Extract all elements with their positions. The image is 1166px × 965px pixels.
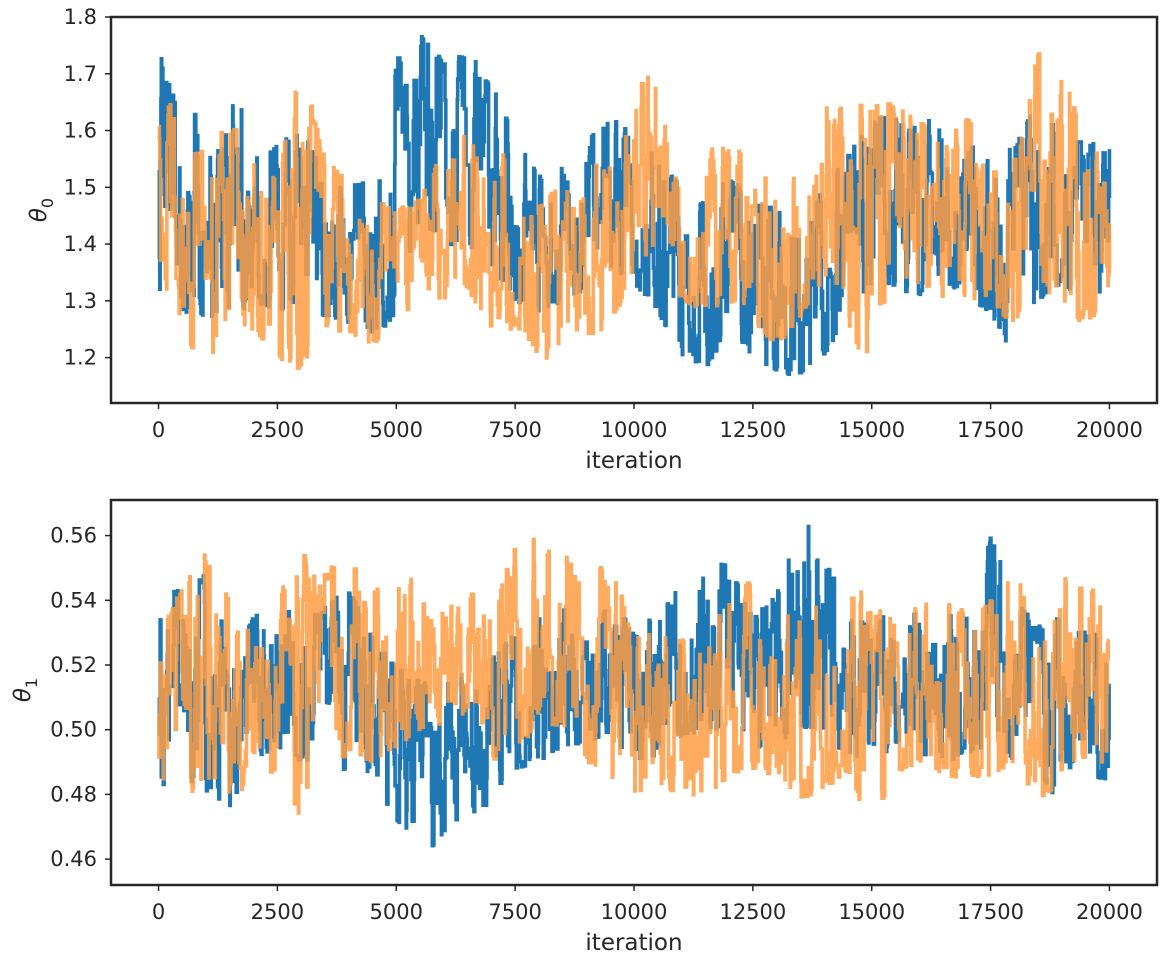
x-tick-label: 20000 [1076,900,1143,924]
x-axis-label-theta1: iteration [585,930,682,956]
x-axis-theta1: 0 2500 5000 7500 10000 12500 15000 17500 20000 [152,885,1143,924]
y-tick-label: 1.8 [64,5,97,29]
y-tick-label: 0.56 [50,524,97,548]
y-axis-theta1: 0.46 0.48 0.50 0.52 0.54 0.56 [50,524,111,871]
x-tick-label: 10000 [601,418,668,442]
x-tick-label: 2500 [251,900,304,924]
y-tick-label: 1.3 [64,289,97,313]
y-axis-label-symbol-theta0: θ [26,208,52,222]
x-tick-label: 17500 [957,418,1024,442]
y-axis-label-theta1: θ1 [10,678,41,702]
y-tick-label: 0.48 [50,782,97,806]
x-tick-label: 5000 [370,418,423,442]
y-tick-label: 0.50 [50,718,97,742]
x-tick-label: 17500 [957,900,1024,924]
x-tick-label: 15000 [838,900,905,924]
y-axis-label-subscript-theta0: 0 [38,198,57,208]
y-tick-label: 1.6 [64,119,97,143]
y-tick-label: 1.2 [64,346,97,370]
y-tick-label: 0.46 [50,847,97,871]
x-tick-label: 20000 [1076,418,1143,442]
y-tick-label: 0.54 [50,588,97,612]
series-trace-2 [157,537,1111,815]
panel-theta1: 0 2500 5000 7500 10000 12500 15000 17500 20000 0… [10,498,1159,956]
x-tick-label: 2500 [251,418,304,442]
y-axis-label-symbol-theta1: θ [10,688,36,702]
y-tick-label: 0.52 [50,653,97,677]
y-axis-label-theta0: θ0 [26,198,57,222]
x-tick-label: 15000 [838,418,905,442]
x-tick-label: 5000 [370,900,423,924]
x-tick-label: 12500 [719,900,786,924]
x-axis-theta0: 0 2500 5000 7500 10000 12500 15000 17500 20000 [152,403,1143,442]
plot-area-theta1 [157,524,1111,848]
y-tick-label: 1.7 [64,62,97,86]
x-axis-label-theta0: iteration [585,448,682,474]
x-tick-label: 10000 [601,900,668,924]
plot-area-theta0 [157,34,1112,376]
y-axis-label-subscript-theta1: 1 [22,678,41,688]
series-trace-2 [157,52,1112,370]
panel-theta0: 0 2500 5000 7500 10000 12500 15000 17500 20000 1… [26,5,1159,474]
y-axis-theta0: 1.2 1.3 1.4 1.5 1.6 1.7 1.8 [64,5,111,370]
y-tick-label: 1.4 [64,232,97,256]
x-tick-label: 0 [152,900,165,924]
x-tick-label: 7500 [488,900,541,924]
x-tick-label: 12500 [719,418,786,442]
y-tick-label: 1.5 [64,175,97,199]
x-tick-label: 7500 [488,418,541,442]
x-tick-label: 0 [152,418,165,442]
